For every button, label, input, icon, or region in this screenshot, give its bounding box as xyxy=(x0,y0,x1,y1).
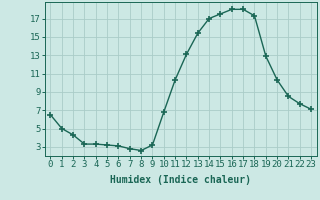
X-axis label: Humidex (Indice chaleur): Humidex (Indice chaleur) xyxy=(110,175,251,185)
